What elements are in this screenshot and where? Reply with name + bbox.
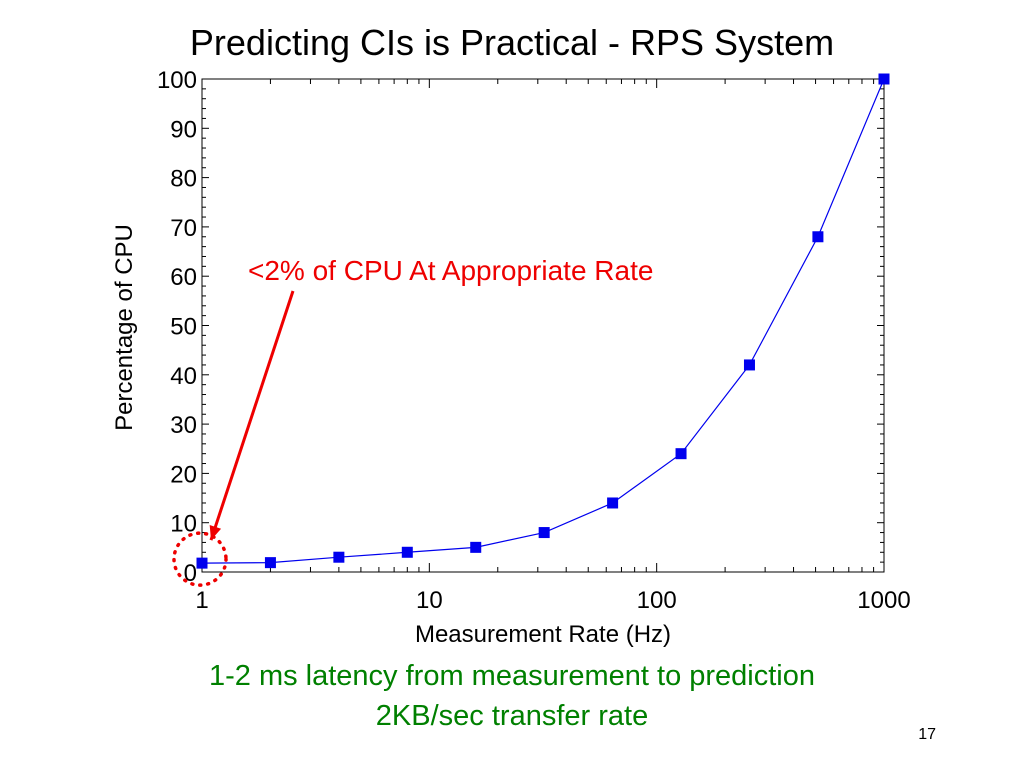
x-tick-label: 100 <box>637 587 677 614</box>
annotation-arrow <box>209 290 295 541</box>
series-line <box>201 78 885 564</box>
annotation-arrowhead <box>209 524 222 541</box>
y-tick-label: 50 <box>170 314 197 341</box>
data-point <box>333 551 345 563</box>
slide-number: 17 <box>918 726 936 743</box>
footer-transfer-text: 2KB/sec transfer rate <box>375 700 649 732</box>
y-tick-label: 20 <box>170 461 197 488</box>
x-axis-title: Measurement Rate (Hz) <box>415 621 671 648</box>
data-point <box>743 359 755 371</box>
data-point <box>675 448 687 460</box>
highlight-circle <box>172 531 228 587</box>
y-tick-label: 60 <box>170 264 197 291</box>
data-point <box>607 497 619 509</box>
data-points <box>196 73 890 569</box>
y-tick-label: 90 <box>170 116 197 143</box>
data-point <box>878 73 890 85</box>
x-tick-label: 10 <box>416 587 443 614</box>
data-point <box>196 557 208 569</box>
data-point <box>470 541 482 553</box>
plot-area-frame <box>201 78 885 573</box>
data-point <box>264 557 276 569</box>
slide-title: Predicting CIs is Practical - RPS System <box>189 22 835 63</box>
y-tick-label: 100 <box>157 67 197 94</box>
y-tick-label: 70 <box>170 215 197 242</box>
y-tick-label: 30 <box>170 412 197 439</box>
data-point <box>812 231 824 243</box>
y-tick-label: 80 <box>170 166 197 193</box>
footer-latency-text: 1-2 ms latency from measurement to predi… <box>208 660 816 692</box>
minor-ticks <box>202 79 884 572</box>
x-axis-ticks: 1 10 100 1000 <box>195 79 911 614</box>
y-axis-title: Percentage of CPU <box>111 224 138 431</box>
data-point <box>538 527 550 539</box>
x-tick-label: 1000 <box>857 587 910 614</box>
annotation-text: <2% of CPU At Appropriate Rate <box>248 255 653 286</box>
x-tick-label: 1 <box>195 587 208 614</box>
y-tick-label: 40 <box>170 363 197 390</box>
data-point <box>401 546 413 558</box>
y-tick-label: 10 <box>170 511 197 538</box>
